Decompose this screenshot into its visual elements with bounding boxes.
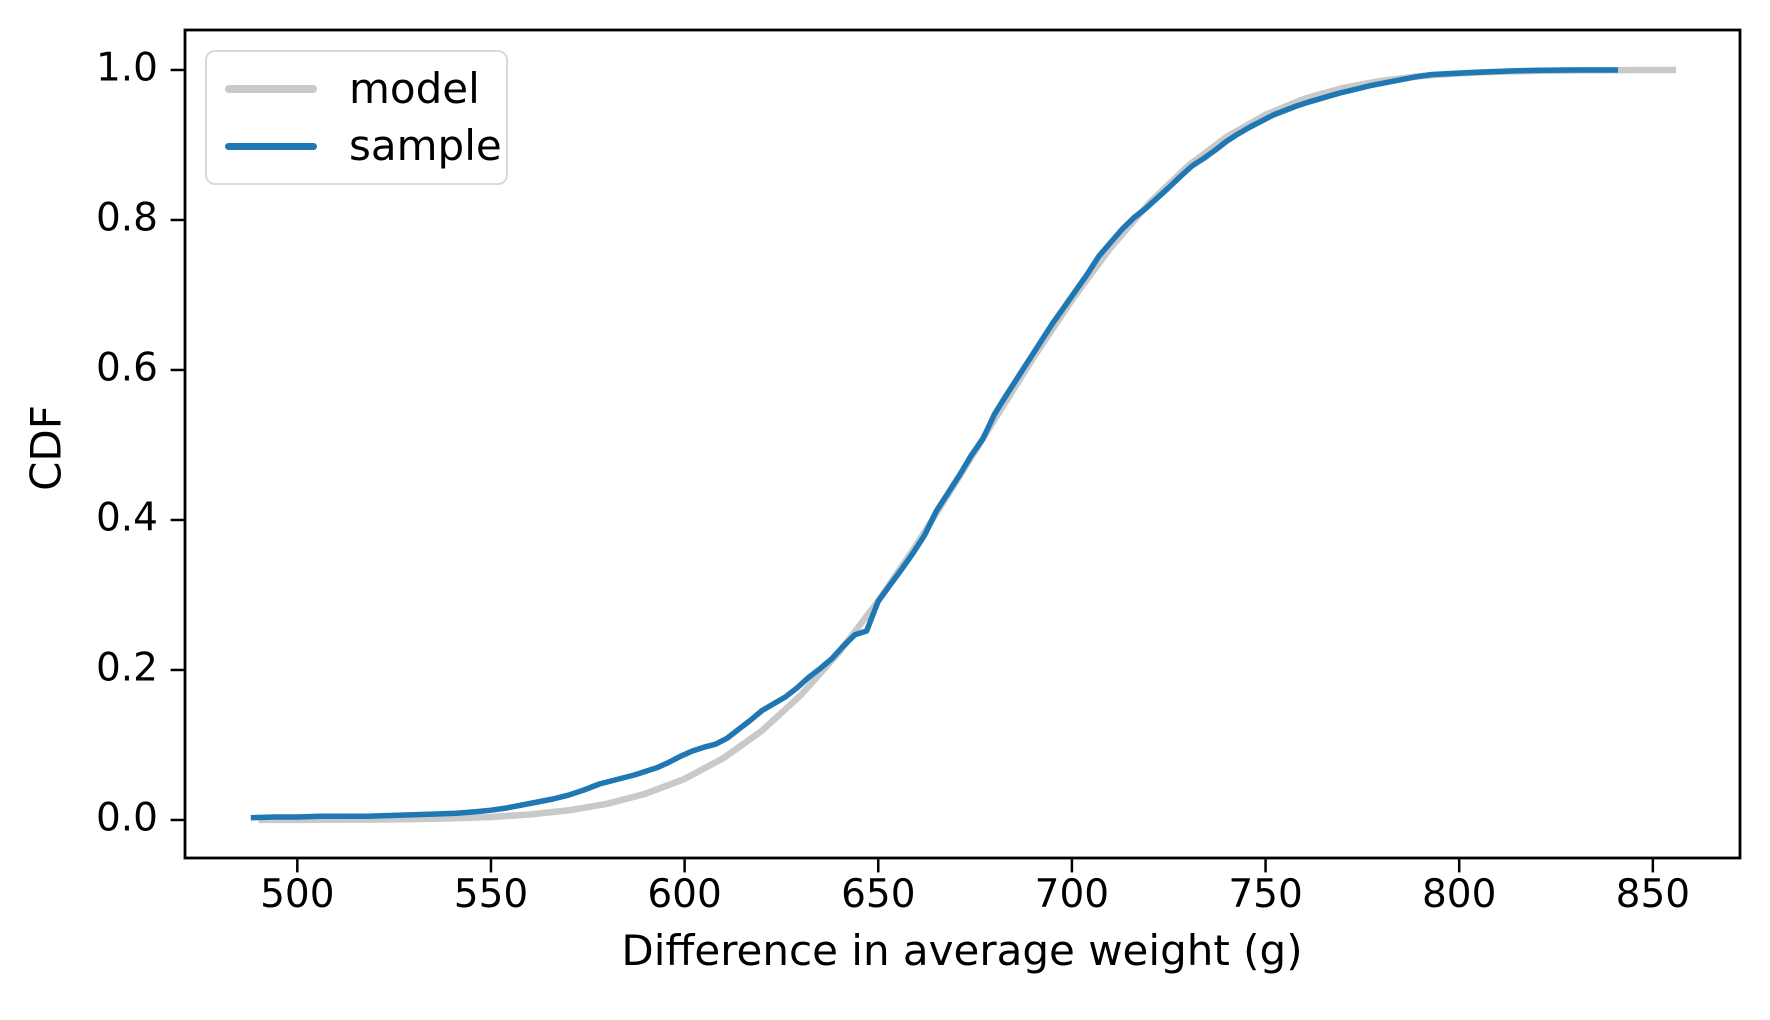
y-tick-label: 0.0 — [95, 795, 158, 841]
legend: model sample — [205, 50, 508, 185]
x-tick-label: 550 — [453, 872, 529, 917]
x-tick-label: 700 — [1034, 872, 1110, 917]
x-tick-label: 850 — [1615, 872, 1691, 917]
x-tick-label: 500 — [260, 872, 335, 917]
sample-curve — [250, 67, 1618, 821]
x-tick-label: 800 — [1421, 872, 1497, 917]
y-axis-label: CDF — [21, 405, 71, 491]
x-tick-label: 600 — [647, 872, 722, 917]
y-tick-label: 0.8 — [95, 195, 158, 241]
x-tick-label: 650 — [841, 872, 916, 917]
x-tick-label: 750 — [1228, 872, 1303, 917]
sample-line-swatch-icon — [225, 142, 317, 150]
y-tick-label: 1.0 — [95, 45, 158, 91]
legend-entry-model: model — [225, 63, 488, 113]
y-tick-label: 0.6 — [95, 345, 158, 391]
legend-entry-sample: sample — [225, 125, 502, 167]
legend-label-sample: sample — [349, 121, 502, 171]
x-axis-label: Difference in average weight (g) — [621, 926, 1303, 975]
y-tick-label: 0.2 — [95, 645, 158, 691]
axes-spines — [183, 28, 1742, 860]
legend-label-model: model — [349, 63, 480, 113]
y-tick-label: 0.4 — [95, 495, 158, 541]
model-line-swatch-icon — [225, 84, 317, 93]
